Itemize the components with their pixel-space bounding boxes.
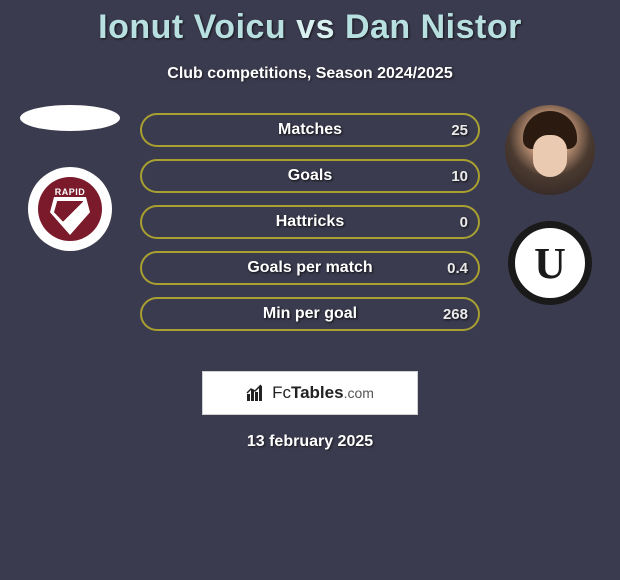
player2-club-logo — [508, 221, 592, 305]
left-column — [10, 105, 130, 251]
stat-value-right: 268 — [443, 306, 468, 323]
stat-row-goals-per-match: Goals per match 0.4 — [140, 251, 480, 285]
player2-name: Dan Nistor — [345, 8, 522, 46]
stat-value-right: 25 — [451, 122, 468, 139]
stat-row-min-per-goal: Min per goal 268 — [140, 297, 480, 331]
brand-box[interactable]: FcTables.com — [202, 371, 418, 415]
stat-label: Min per goal — [263, 305, 357, 323]
brand-tables: Tables — [291, 383, 344, 402]
right-column — [490, 105, 610, 305]
stat-row-matches: Matches 25 — [140, 113, 480, 147]
stat-label: Hattricks — [276, 213, 344, 231]
stat-value-right: 10 — [451, 168, 468, 185]
player1-name: Ionut Voicu — [98, 8, 286, 46]
player2-avatar — [505, 105, 595, 195]
subtitle: Club competitions, Season 2024/2025 — [0, 65, 620, 83]
ucluj-ring-icon — [509, 222, 591, 304]
stat-value-right: 0 — [460, 214, 468, 231]
date: 13 february 2025 — [0, 433, 620, 451]
stat-label: Matches — [278, 121, 342, 139]
brand-com: .com — [344, 385, 374, 401]
player1-club-logo — [28, 167, 112, 251]
brand-text: FcTables.com — [272, 383, 374, 403]
stat-label: Goals — [288, 167, 332, 185]
player1-avatar — [20, 105, 120, 131]
bar-chart-icon — [246, 384, 266, 402]
rapid-shield-icon — [50, 197, 90, 235]
brand-fc: Fc — [272, 383, 291, 402]
stat-label: Goals per match — [247, 259, 372, 277]
stat-value-right: 0.4 — [447, 260, 468, 277]
comparison-area: Matches 25 Goals 10 Hattricks 0 Goals pe… — [0, 113, 620, 353]
title-vs: vs — [296, 8, 335, 46]
stat-bars: Matches 25 Goals 10 Hattricks 0 Goals pe… — [140, 113, 480, 343]
stat-row-hattricks: Hattricks 0 — [140, 205, 480, 239]
stat-row-goals: Goals 10 — [140, 159, 480, 193]
page-title: Ionut Voicu vs Dan Nistor — [0, 0, 620, 47]
